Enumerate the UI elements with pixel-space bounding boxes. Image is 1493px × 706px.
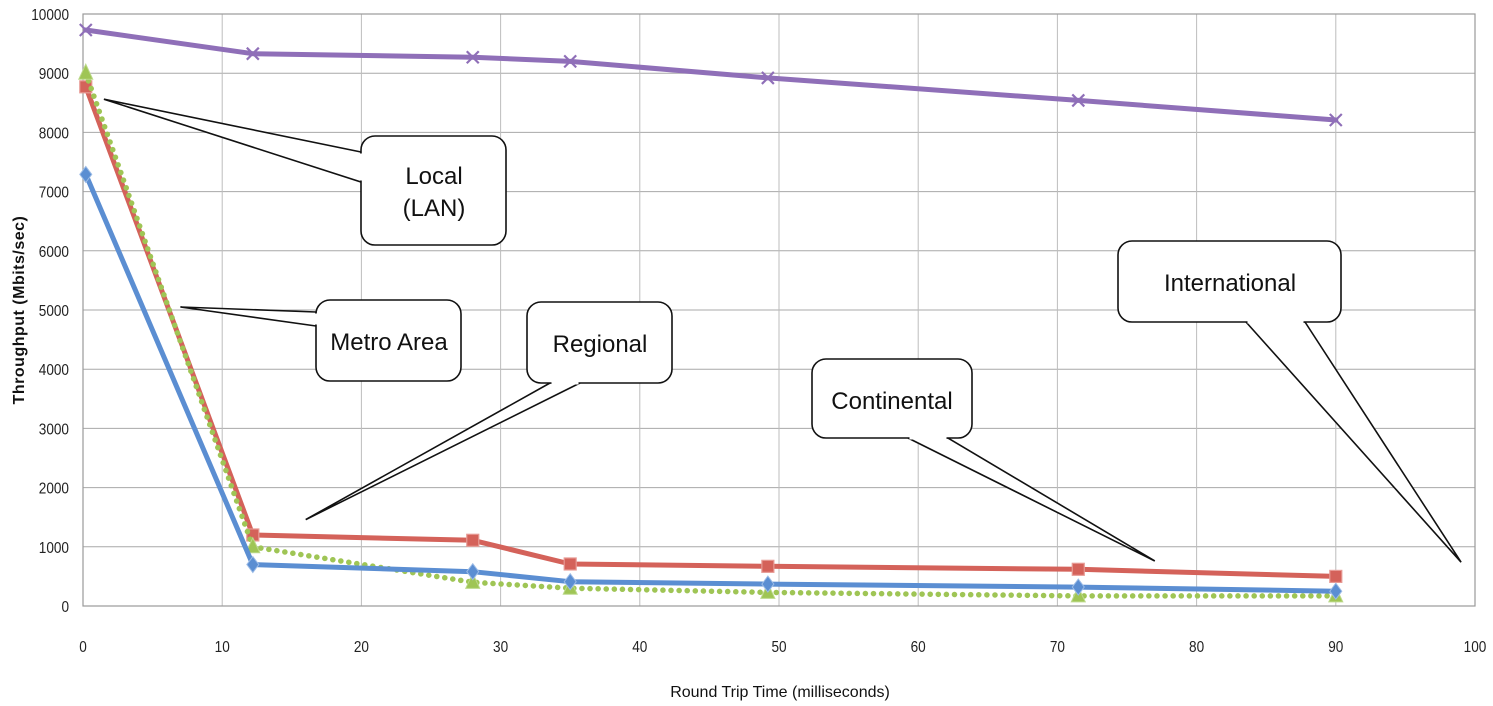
callout-box	[1117, 240, 1342, 323]
callout-seam	[359, 153, 363, 181]
x-marker	[1329, 113, 1343, 127]
y-tick-label: 10000	[31, 7, 69, 24]
square-marker	[1329, 569, 1343, 584]
callouts-layer: Local (LAN) Metro Area Regional Continental I…	[103, 98, 1462, 563]
square-marker	[563, 557, 577, 571]
y-tick-label: 5000	[39, 303, 69, 320]
callout-label: (LAN)	[403, 195, 466, 222]
callout-seam	[551, 381, 579, 385]
callout-box	[315, 299, 462, 382]
triangle-marker	[77, 63, 94, 80]
diamond-marker	[761, 575, 775, 593]
diamond-marker	[79, 165, 93, 184]
y-tick-label: 0	[61, 599, 69, 616]
x-axis-title: Round Trip Time (milliseconds)	[670, 684, 890, 701]
diamond-marker	[1071, 578, 1085, 596]
y-tick-label: 7000	[39, 185, 69, 202]
callout-seam	[909, 436, 947, 440]
x-tick-labels: 0 10 20 30 40 50 60 70 80 90 100	[79, 639, 1486, 656]
square-marker	[761, 559, 775, 573]
callout-box	[360, 135, 507, 246]
x-tick-label: 80	[1189, 639, 1204, 656]
y-axis-title: Throughput (Mbits/sec)	[11, 216, 28, 405]
x-tick-label: 0	[79, 639, 87, 656]
x-tick-label: 100	[1464, 639, 1487, 656]
x-marker	[465, 50, 480, 64]
callout-label: Continental	[831, 388, 952, 415]
callout-label: Regional	[553, 331, 648, 358]
series-diamond	[79, 165, 1343, 601]
callout-label: International	[1164, 270, 1296, 297]
axes	[82, 13, 1476, 607]
x-tick-label: 90	[1328, 639, 1343, 656]
callout-metro: Metro Area	[180, 299, 462, 382]
series-x	[79, 23, 1343, 127]
y-tick-label: 3000	[39, 421, 69, 438]
callout-box	[526, 301, 673, 384]
x-tick-label: 20	[354, 639, 369, 656]
callout-seam	[314, 313, 318, 325]
diamond-marker	[1329, 582, 1343, 601]
y-tick-labels: 0 1000 2000 3000 4000 5000 6000 7000 8000 9000 100…	[31, 7, 69, 616]
x-marker	[761, 71, 775, 85]
callout-seam	[1247, 320, 1304, 324]
y-tick-label: 9000	[39, 66, 69, 83]
y-tick-label: 8000	[39, 125, 69, 142]
diamond-marker	[466, 562, 480, 581]
plot-frame	[82, 13, 1476, 607]
diamond-marker	[563, 572, 577, 591]
x-marker	[246, 46, 260, 61]
y-tick-label: 1000	[39, 540, 69, 557]
square-marker	[1071, 562, 1085, 576]
series-layer	[77, 23, 1344, 603]
x-tick-label: 30	[493, 639, 508, 656]
x-marker	[1071, 93, 1086, 108]
callout-local: Local (LAN)	[103, 98, 507, 246]
x-marker	[563, 54, 577, 69]
x-tick-label: 10	[215, 639, 230, 656]
callout-regional: Regional	[305, 301, 673, 521]
x-tick-label: 40	[632, 639, 647, 656]
callout-label: Local	[405, 163, 462, 190]
callout-continental: Continental	[811, 358, 1156, 562]
square-marker	[466, 533, 480, 547]
diamond-marker	[246, 555, 260, 574]
callout-box	[811, 358, 973, 439]
y-tick-label: 4000	[39, 362, 69, 379]
triangle-marker	[464, 572, 481, 589]
callout-label: Metro Area	[330, 329, 448, 356]
y-tick-label: 2000	[39, 481, 69, 498]
x-tick-label: 60	[911, 639, 926, 656]
triangle-marker	[245, 536, 261, 554]
y-tick-label: 6000	[39, 244, 69, 261]
x-tick-label: 50	[771, 639, 786, 656]
x-marker	[79, 23, 93, 37]
x-tick-label: 70	[1050, 639, 1065, 656]
callout-international: International	[1117, 240, 1462, 563]
